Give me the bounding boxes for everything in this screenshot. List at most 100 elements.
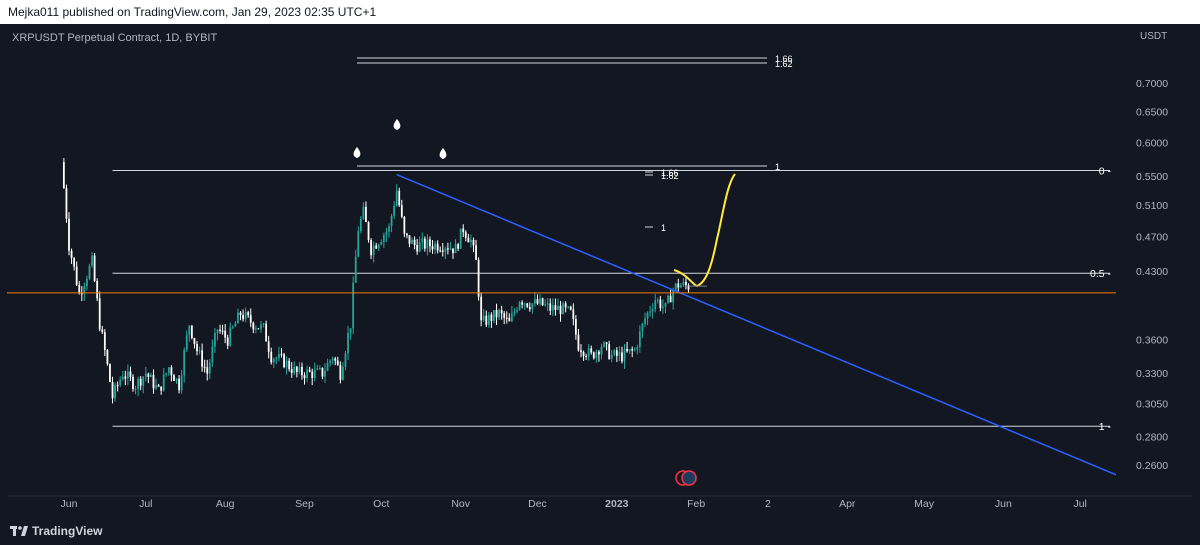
price-tick-label: 0.5500 bbox=[1136, 171, 1168, 183]
candle-body bbox=[170, 367, 173, 376]
time-tick-label: Oct bbox=[373, 498, 389, 510]
time-tick-label: 2 bbox=[765, 498, 771, 510]
fib-extension-label: 1.66 bbox=[661, 168, 679, 178]
candle-body bbox=[237, 312, 239, 324]
candle-body bbox=[510, 313, 513, 322]
candle-body bbox=[283, 354, 285, 368]
candle-body bbox=[211, 346, 214, 363]
candle-body bbox=[303, 375, 306, 379]
candle-body bbox=[357, 231, 360, 257]
drop-marker-icon[interactable] bbox=[439, 148, 447, 159]
candle-body bbox=[308, 369, 311, 372]
candle-body bbox=[339, 365, 342, 380]
drawings[interactable]: 0.413422:24:500.4063 bbox=[7, 119, 1177, 493]
candle-body bbox=[475, 245, 477, 260]
fib-level-label: 0 - bbox=[1099, 166, 1112, 178]
candle-body bbox=[518, 302, 521, 310]
candle-body bbox=[295, 366, 298, 372]
descending-trendline[interactable] bbox=[396, 173, 1158, 493]
candle-body bbox=[406, 233, 408, 236]
candle-body bbox=[180, 375, 183, 391]
candle-body bbox=[408, 235, 411, 244]
candle-body bbox=[242, 315, 244, 320]
candle-body bbox=[114, 384, 116, 399]
candle-body bbox=[150, 374, 152, 377]
candle-body bbox=[449, 248, 452, 250]
candle-body bbox=[587, 348, 590, 357]
currency-label: USDT bbox=[1140, 31, 1167, 42]
candle-body bbox=[569, 306, 572, 310]
candle-body bbox=[400, 205, 403, 217]
candle-body bbox=[318, 367, 321, 369]
candle-body bbox=[329, 360, 332, 363]
candle-body bbox=[564, 303, 567, 308]
events-icon[interactable] bbox=[675, 470, 697, 486]
candle-body bbox=[193, 338, 196, 344]
time-tick-label: Apr bbox=[839, 498, 856, 510]
drop-marker-icon[interactable] bbox=[353, 147, 361, 158]
candle-body bbox=[641, 323, 644, 332]
candle-body bbox=[534, 299, 536, 304]
price-axis-panel[interactable] bbox=[1116, 24, 1193, 515]
candle-body bbox=[551, 305, 554, 311]
candle-body bbox=[536, 299, 539, 304]
candle-body bbox=[188, 325, 191, 336]
candle-body bbox=[229, 327, 232, 346]
candle-body bbox=[257, 328, 260, 330]
candle-body bbox=[165, 373, 168, 375]
candle-body bbox=[239, 312, 242, 316]
candle-body bbox=[119, 379, 122, 385]
candle-body bbox=[93, 255, 96, 281]
candle-body bbox=[603, 342, 605, 347]
price-tick-label: 0.3600 bbox=[1136, 334, 1168, 346]
candle-body bbox=[109, 364, 111, 382]
candle-body bbox=[598, 351, 600, 355]
candle-body bbox=[495, 310, 498, 318]
candle-body bbox=[674, 283, 677, 290]
candle-body bbox=[162, 374, 165, 391]
candle-body bbox=[362, 206, 365, 219]
candle-body bbox=[86, 278, 88, 287]
candle-body bbox=[336, 360, 339, 366]
drop-marker-icon[interactable] bbox=[393, 119, 401, 130]
candle-body bbox=[446, 248, 449, 250]
candle-body bbox=[157, 385, 160, 387]
candle-body bbox=[206, 367, 209, 374]
candle-body bbox=[382, 235, 385, 242]
candle-body bbox=[367, 222, 370, 241]
candle-body bbox=[482, 315, 485, 321]
candle-body bbox=[121, 376, 124, 380]
candle-body bbox=[129, 371, 132, 377]
candle-body bbox=[549, 303, 552, 311]
candle-body bbox=[370, 240, 372, 256]
candle-body bbox=[147, 373, 150, 377]
candle-body bbox=[431, 246, 434, 250]
candle-body bbox=[416, 244, 419, 252]
candle-body bbox=[173, 375, 175, 381]
candle-body bbox=[190, 325, 193, 339]
candle-body bbox=[439, 250, 442, 252]
candle-body bbox=[365, 206, 367, 223]
candle-body bbox=[539, 298, 541, 304]
candle-body bbox=[610, 354, 613, 359]
candle-body bbox=[590, 348, 593, 353]
projected-path[interactable] bbox=[673, 173, 736, 288]
candle-body bbox=[214, 332, 216, 347]
candle-body bbox=[208, 362, 211, 374]
candle-body bbox=[516, 309, 518, 312]
candle-body bbox=[203, 366, 206, 368]
candle-body bbox=[324, 370, 326, 377]
candle-body bbox=[311, 371, 314, 378]
candle-body bbox=[403, 216, 406, 234]
candle-body bbox=[388, 226, 390, 232]
candle-body bbox=[664, 302, 667, 307]
candle-body bbox=[644, 318, 646, 324]
candle-body bbox=[344, 353, 347, 367]
candle-body bbox=[595, 351, 598, 359]
candle-body bbox=[68, 218, 70, 251]
candle-body bbox=[682, 281, 685, 286]
fib-extension-label: 1 bbox=[661, 223, 666, 233]
